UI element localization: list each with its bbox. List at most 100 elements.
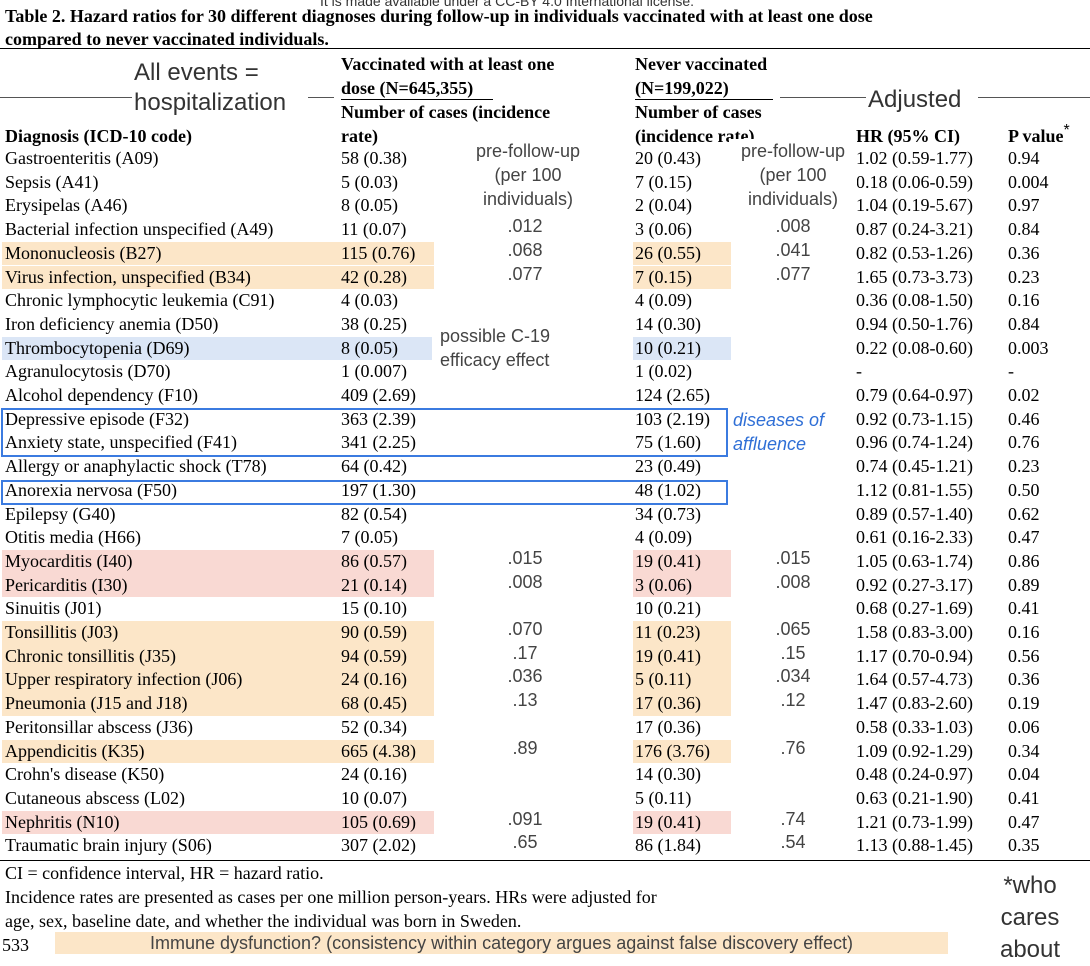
immune-dysfunction-note: Immune dysfunction? (consistency within … — [55, 932, 948, 954]
never-vaccinated-cell: 103 (2.19) — [635, 408, 710, 429]
vaccinated-cell: 82 (0.54) — [341, 503, 407, 524]
diagnosis-cell: Agranulocytosis (D70) — [5, 361, 171, 382]
row-highlight-left — [2, 668, 434, 693]
adjusted-note: Adjusted — [868, 86, 962, 113]
p-value-asterisk: * — [1063, 122, 1070, 139]
diagnosis-cell: Epilepsy (G40) — [5, 503, 116, 524]
pre-follow-up-vaccinated-value: .008 — [507, 571, 543, 592]
never-vaccinated-cell: 3 (0.06) — [635, 219, 692, 240]
pre-follow-up-vaccinated-value: .17 — [512, 642, 538, 663]
p-value-cell: 0.47 — [1008, 811, 1040, 832]
never-vaccinated-cell: 2 (0.04) — [635, 195, 692, 216]
p-value-cell: 0.004 — [1008, 171, 1049, 192]
never-vaccinated-cell: 5 (0.11) — [635, 669, 692, 690]
never-vaccinated-cell: 48 (1.02) — [635, 479, 701, 500]
pre-follow-up-never-value: .041 — [775, 239, 811, 260]
p-value-cell: 0.36 — [1008, 242, 1040, 263]
diagnosis-cell: Sepsis (A41) — [5, 171, 99, 192]
never-vaccinated-cell: 1 (0.02) — [635, 361, 692, 382]
row-highlight-right — [633, 549, 731, 574]
vaccinated-cell: 15 (0.10) — [341, 598, 407, 619]
diagnosis-cell: Traumatic brain injury (S06) — [5, 835, 212, 856]
never-vaccinated-cell: 4 (0.09) — [635, 527, 692, 548]
row-highlight-left — [2, 549, 434, 574]
hazard-ratio-cell: 0.63 (0.21-1.90) — [856, 787, 973, 808]
p-value-cell: 0.04 — [1008, 764, 1040, 785]
hazard-ratio-cell: 1.05 (0.63-1.74) — [856, 550, 973, 571]
hazard-ratio-cell: 0.92 (0.27-3.17) — [856, 574, 973, 595]
vaccinated-cell: 341 (2.25) — [341, 432, 416, 453]
row-highlight-right — [633, 668, 731, 693]
never-vaccinated-cell: 124 (2.65) — [635, 385, 710, 405]
vaccinated-cell: 4 (0.03) — [341, 290, 398, 311]
who-cares-note: *who cares about — [999, 872, 1061, 963]
p-value-cell: 0.84 — [1008, 219, 1040, 240]
hazard-ratio-cell: 0.89 (0.57-1.40) — [856, 503, 973, 524]
pre-follow-up-never-value: .15 — [780, 642, 806, 663]
diagnosis-cell: Erysipelas (A46) — [5, 195, 128, 216]
p-value-cell: 0.19 — [1008, 693, 1040, 714]
pre-follow-up-never-value: .015 — [775, 547, 811, 568]
vaccinated-cell: 42 (0.28) — [341, 266, 407, 287]
never-vaccinated-cell: 14 (0.30) — [635, 313, 701, 334]
p-value-cell: 0.56 — [1008, 645, 1040, 666]
never-vaccinated-cell: 75 (1.60) — [635, 432, 701, 453]
hazard-ratio-cell: 1.02 (0.59-1.77) — [856, 148, 973, 168]
p-value-cell: 0.41 — [1008, 598, 1040, 619]
hazard-ratio-cell: 0.87 (0.24-3.21) — [856, 219, 973, 240]
diagnosis-cell: Depressive episode (F32) — [5, 408, 189, 429]
hazard-ratio-cell: 1.04 (0.19-5.67) — [856, 195, 973, 216]
vaccinated-cell: 90 (0.59) — [341, 622, 407, 642]
vaccinated-cell: 115 (0.76) — [341, 242, 416, 263]
hazard-ratio-cell: 0.36 (0.08-1.50) — [856, 290, 973, 311]
never-vaccinated-cell: 23 (0.49) — [635, 456, 701, 477]
pre-follow-up-never-value: .077 — [775, 263, 811, 284]
row-highlight-left — [2, 265, 434, 290]
diagnosis-cell: Nephritis (N10) — [5, 811, 120, 832]
pre-follow-up-never-value: .12 — [780, 690, 806, 711]
p-value-cell: 0.50 — [1008, 479, 1040, 500]
row-highlight-left — [2, 810, 434, 835]
p-value-cell: 0.62 — [1008, 503, 1040, 524]
license-fragment: It is made available under a CC-BY 4.0 I… — [320, 0, 695, 9]
bottom-rule — [0, 860, 1090, 861]
adjusted-line-left — [780, 97, 866, 98]
p-value-cell: 0.23 — [1008, 266, 1040, 287]
row-highlight-left — [2, 644, 434, 669]
row-highlight-right — [633, 621, 731, 645]
p-value-cell: 0.84 — [1008, 313, 1040, 334]
diagnosis-cell: Crohn's disease (K50) — [5, 764, 165, 785]
hazard-ratio-cell: 0.79 (0.64-0.97) — [856, 385, 973, 405]
hazard-ratio-cell: 1.13 (0.88-1.45) — [856, 835, 973, 856]
vaccinated-cell: 11 (0.07) — [341, 219, 407, 240]
diagnosis-cell: Cutaneous abscess (L02) — [5, 787, 185, 808]
never-vaccinated-cell: 17 (0.36) — [635, 716, 701, 737]
row-highlight-left — [2, 573, 434, 598]
header-vaccinated: Vaccinated with at least one dose (N=645… — [341, 54, 555, 146]
pre-follow-up-never-value: .008 — [775, 571, 811, 592]
pre-follow-up-never-value: .008 — [775, 216, 811, 237]
never-vaccinated-cell: 19 (0.41) — [635, 645, 701, 666]
vaccinated-cell: 94 (0.59) — [341, 645, 407, 666]
table-title-line1: Table 2. Hazard ratios for 30 different … — [5, 6, 873, 26]
pre-follow-up-vaccinated-value: .036 — [507, 666, 543, 687]
all-events-line-left — [0, 97, 132, 98]
hazard-ratio-cell: 1.12 (0.81-1.55) — [856, 479, 973, 500]
diagnosis-cell: Anorexia nervosa (F50) — [5, 479, 177, 500]
diagnosis-cell: Sinuitis (J01) — [5, 598, 102, 619]
row-highlight-right — [633, 810, 731, 835]
never-vaccinated-cell: 26 (0.55) — [635, 242, 701, 263]
footer-notes: CI = confidence interval, HR = hazard ra… — [5, 863, 657, 931]
diagnosis-cell: Tonsillitis (J03) — [5, 622, 119, 642]
top-rule — [0, 48, 1090, 49]
p-value-cell: 0.003 — [1008, 337, 1049, 358]
never-vaccinated-cell: 4 (0.09) — [635, 290, 692, 311]
pre-follow-up-vaccinated-value: .012 — [507, 216, 543, 237]
diagnosis-cell: Bacterial infection unspecified (A49) — [5, 219, 274, 240]
never-vaccinated-cell: 19 (0.41) — [635, 550, 701, 571]
hazard-ratio-cell: 0.92 (0.73-1.15) — [856, 408, 973, 429]
p-value-cell: 0.41 — [1008, 787, 1040, 808]
diagnosis-cell: Appendicitis (K35) — [5, 740, 145, 761]
row-highlight-left — [2, 739, 434, 764]
diagnosis-cell: Pericarditis (I30) — [5, 574, 128, 595]
